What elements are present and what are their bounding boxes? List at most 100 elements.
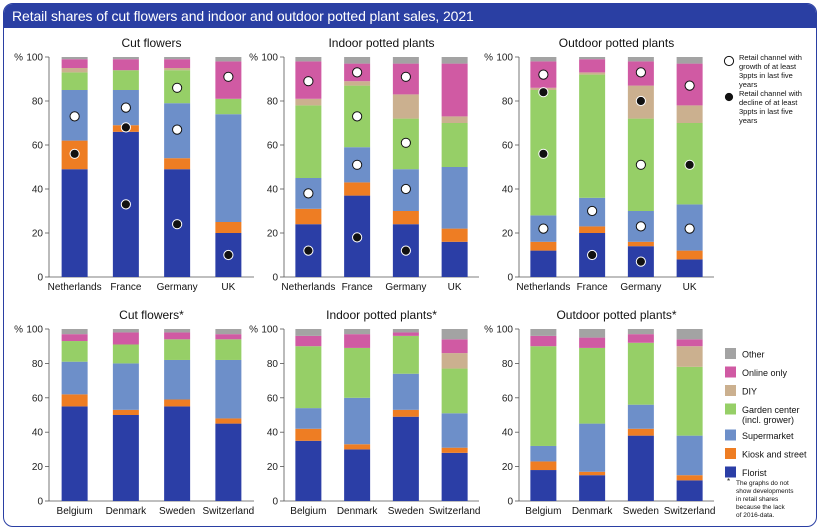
bar-segment-switzerland-online-only — [215, 334, 242, 340]
legend-label-other: Other — [742, 350, 765, 360]
bar-segment-belgium-online-only — [530, 335, 557, 347]
footnote-symbol: * — [727, 477, 730, 486]
bar-segment-belgium-garden-center-incl-grower — [61, 341, 88, 362]
bar-segment-sweden-online-only — [392, 332, 419, 336]
growth-marker-france — [352, 159, 363, 170]
y-unit-label: % — [249, 53, 258, 64]
bar-segment-denmark-kiosk-and-street — [112, 409, 139, 415]
legend-label-kiosk-and-street: Kiosk and street — [742, 450, 807, 460]
bar-segment-netherlands-florist — [530, 250, 557, 277]
bar-segment-france-diy — [579, 72, 606, 75]
legend-swatch-kiosk-and-street — [725, 448, 736, 459]
bar-segment-netherlands-kiosk-and-street — [295, 208, 322, 225]
bar-segment-switzerland-supermarket — [676, 435, 703, 476]
y-unit-label: % — [249, 325, 258, 336]
legend-swatch-online-only — [725, 366, 736, 378]
x-tick-label: France — [342, 282, 374, 293]
bar-segment-sweden-other — [164, 329, 191, 333]
figure-title: Retail shares of cut flowers and indoor … — [12, 8, 474, 24]
x-tick-label: Switzerland — [203, 506, 255, 517]
chart-panel-0: Cut flowers 0 20 40 60 80 100% Netherlands Franc… — [14, 36, 254, 293]
bar-segment-germany-other — [164, 57, 191, 60]
y-tick-label: 80 — [267, 359, 279, 370]
bar-segment-sweden-kiosk-and-street — [627, 428, 654, 436]
growth-marker-uk — [684, 80, 695, 91]
legend-swatch-garden-center-incl-grower — [725, 403, 736, 415]
bar-segment-denmark-florist — [344, 449, 371, 501]
x-tick-label: France — [110, 282, 142, 293]
decline-marker-netherlands — [69, 148, 80, 159]
bar-segment-netherlands-other — [295, 57, 322, 62]
chart-title: Outdoor potted plants — [559, 36, 674, 50]
bar-segment-switzerland-other — [441, 329, 468, 340]
bar-segment-belgium-online-only — [61, 334, 88, 342]
y-tick-label: 20 — [267, 462, 279, 473]
y-tick-label: 40 — [502, 185, 514, 196]
bar-segment-uk-diy — [441, 116, 468, 123]
legend-decline-marker — [723, 91, 735, 103]
y-tick-label: 40 — [267, 428, 279, 439]
bar-segment-belgium-florist — [295, 440, 322, 501]
y-unit-label: % — [484, 53, 493, 64]
bar-segment-denmark-supermarket — [112, 363, 139, 410]
growth-marker-germany — [172, 82, 183, 93]
legend-label-supermarket: Supermarket — [742, 431, 794, 441]
decline-marker-germany — [635, 256, 646, 267]
legend-swatch-florist — [725, 466, 736, 478]
y-unit-label: % — [14, 325, 23, 336]
y-tick-label: 60 — [267, 141, 279, 152]
bar-segment-switzerland-diy — [676, 346, 703, 367]
bar-segment-belgium-garden-center-incl-grower — [530, 346, 557, 446]
x-tick-label: Netherlands — [48, 282, 102, 293]
legend-block: Retail channel with growth of at least 3pp… — [723, 53, 807, 519]
bar-segment-belgium-online-only — [295, 335, 322, 347]
bar-segment-switzerland-kiosk-and-street — [676, 475, 703, 481]
growth-marker-germany — [635, 159, 646, 170]
growth-marker-france — [120, 102, 131, 113]
y-tick-label: 100 — [261, 325, 278, 336]
chart-title: Cut flowers* — [119, 308, 184, 322]
legend-growth-marker — [723, 55, 735, 67]
y-tick-label: 40 — [32, 428, 44, 439]
growth-marker-netherlands — [303, 76, 314, 87]
legend-label-garden-center-incl-grower: Garden center (incl. grower) — [742, 405, 800, 425]
decline-marker-netherlands — [538, 87, 549, 98]
growth-marker-france — [587, 205, 598, 217]
bar-segment-switzerland-other — [676, 329, 703, 340]
decline-marker-france — [120, 122, 131, 133]
y-tick-label: 80 — [32, 359, 44, 370]
bar-segment-france-online-only — [579, 59, 606, 73]
bar-segment-switzerland-kiosk-and-street — [441, 447, 468, 453]
legend-swatch-supermarket — [725, 429, 736, 441]
figure-frame: Retail shares of cut flowers and indoor … — [3, 3, 817, 527]
bar-segment-switzerland-garden-center-incl-grower — [676, 366, 703, 436]
x-tick-label: Switzerland — [664, 506, 716, 517]
bar-segment-switzerland-florist — [441, 452, 468, 501]
bar-segment-denmark-supermarket — [579, 423, 606, 472]
y-tick-label: 60 — [502, 393, 514, 404]
x-tick-label: Denmark — [572, 506, 614, 517]
y-tick-label: 100 — [261, 53, 278, 64]
bar-segment-denmark-other — [579, 329, 606, 338]
bar-segment-uk-online-only — [441, 63, 468, 117]
x-tick-label: Netherlands — [516, 282, 570, 293]
decline-marker-germany — [172, 219, 183, 230]
bar-segment-france-garden-center-incl-grower — [579, 74, 606, 198]
bar-segment-denmark-other — [112, 329, 139, 333]
growth-marker-germany — [400, 71, 411, 82]
growth-marker-france — [352, 67, 363, 78]
bar-segment-uk-kiosk-and-street — [676, 250, 703, 260]
x-tick-label: Belgium — [290, 506, 326, 517]
bar-segment-belgium-supermarket — [61, 361, 88, 395]
growth-marker-france — [352, 111, 363, 122]
bar-segment-germany-kiosk-and-street — [627, 241, 654, 247]
y-tick-label: 80 — [502, 97, 514, 108]
growth-marker-uk — [223, 71, 234, 82]
charts-svg: Cut flowers 0 20 40 60 80 100% Netherlands Franc… — [14, 36, 807, 519]
y-tick-label: 80 — [502, 359, 514, 370]
bar-segment-denmark-garden-center-incl-grower — [112, 344, 139, 364]
bar-segment-denmark-online-only — [344, 334, 371, 348]
bar-segment-germany-online-only — [164, 59, 191, 68]
decline-marker-uk — [223, 249, 234, 261]
chart-panel-3: Cut flowers* 0 20 40 60 80 100% Belgium Denmark S… — [14, 308, 254, 517]
